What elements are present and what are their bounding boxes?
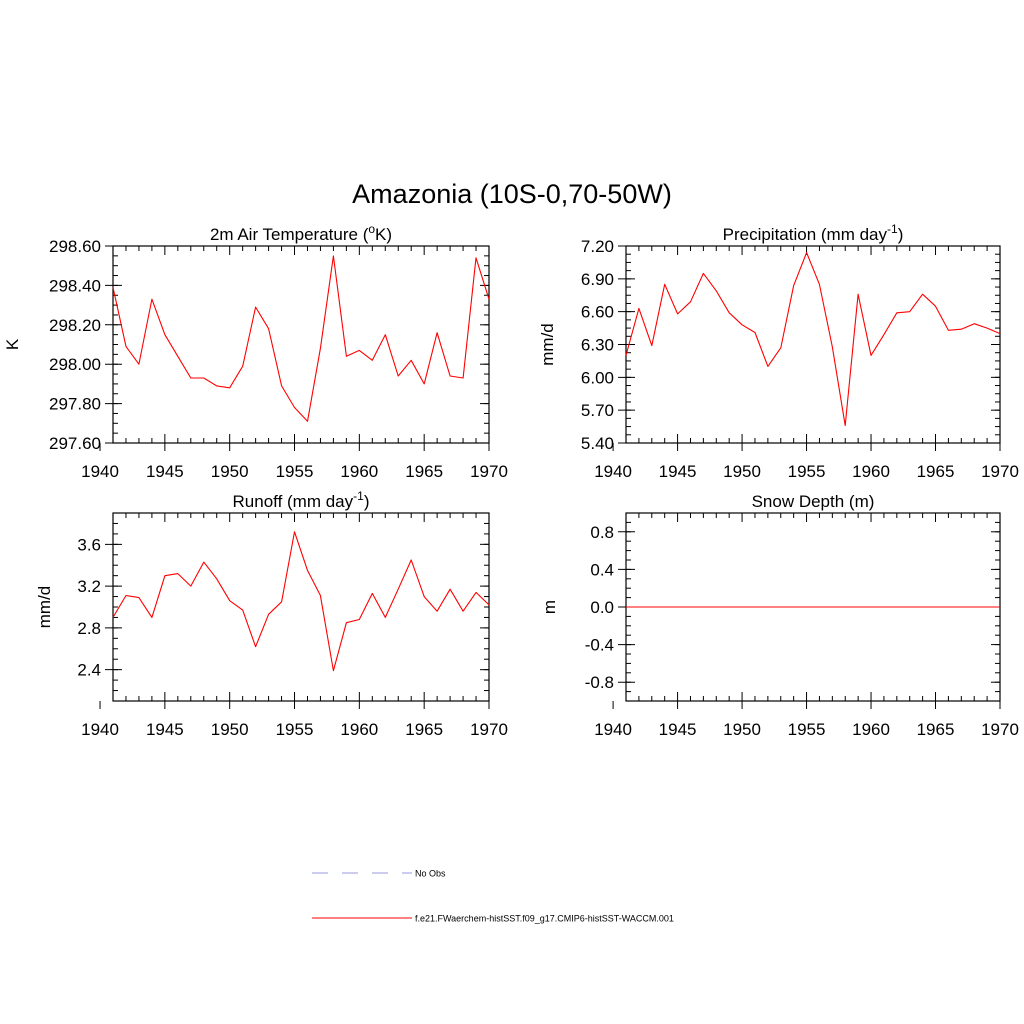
y-tick-label: 6.60 (581, 303, 614, 322)
y-axis-label: K (3, 338, 22, 350)
y-tick-label: 3.2 (77, 577, 101, 596)
x-tick-label: 1965 (917, 462, 955, 481)
x-tick-label: 1960 (340, 720, 378, 739)
y-tick-label: 5.70 (581, 401, 614, 420)
panel-1: 2m Air Temperature (oK) K 1940 1945 1950 1955… (3, 222, 508, 481)
y-tick-label: 3.6 (77, 535, 101, 554)
y-tick-label: 2.8 (77, 619, 101, 638)
legend-label: f.e21.FWaerchem-histSST.f09_g17.CMIP6-hi… (415, 914, 674, 924)
y-tick-label: 6.90 (581, 270, 614, 289)
x-tick-label: 1940 (81, 462, 119, 481)
y-tick-label: 0.8 (590, 523, 614, 542)
panel-3: Runoff (mm day-1) mm/d 1940 1945 1950 1955 196… (35, 489, 508, 739)
legend-item: f.e21.FWaerchem-histSST.f09_g17.CMIP6-hi… (312, 914, 674, 924)
y-axis-label: mm/d (35, 586, 54, 629)
panels: 2m Air Temperature (oK) K 1940 1945 1950 1955… (3, 222, 1019, 739)
y-tick-label: 7.20 (581, 237, 614, 256)
x-tick-label: 1970 (981, 720, 1019, 739)
panel-title-suffix: K) (375, 225, 392, 244)
series-line (112, 531, 490, 672)
series-line (625, 252, 1001, 427)
x-tick-label: 1960 (340, 462, 378, 481)
x-tick-label: 1955 (788, 462, 826, 481)
x-tick-label: 1960 (852, 720, 890, 739)
y-tick-label: 5.40 (581, 434, 614, 453)
y-tick-label: 297.80 (49, 395, 101, 414)
x-tick-label: 1950 (723, 462, 761, 481)
x-tick-label: 1945 (146, 720, 184, 739)
panel-title-text: Runoff (mm day (233, 492, 354, 511)
y-tick-label: 298.20 (49, 316, 101, 335)
figure-title: Amazonia (10S-0,70-50W) (352, 179, 672, 209)
panel-2: Precipitation (mm day-1) mm/d 1940 1945 1950… (538, 222, 1019, 481)
x-tick-label: 1945 (659, 462, 697, 481)
legend-item: No Obs (312, 869, 446, 879)
plot-frame (112, 245, 490, 444)
y-tick-label: 298.40 (49, 276, 101, 295)
x-tick-label: 1970 (981, 462, 1019, 481)
panel-title-suffix: ) (364, 492, 370, 511)
panel-title-text: 2m Air Temperature ( (210, 225, 369, 244)
x-tick-label: 1955 (788, 720, 826, 739)
x-tick-label: 1940 (81, 720, 119, 739)
x-tick-label: 1940 (594, 462, 632, 481)
x-tick-label: 1970 (470, 720, 508, 739)
y-tick-label: 298.00 (49, 355, 101, 374)
panel-title-suffix: ) (898, 225, 904, 244)
x-tick-label: 1960 (852, 462, 890, 481)
x-tick-label: 1945 (146, 462, 184, 481)
x-tick-label: 1965 (405, 462, 443, 481)
plot-frame (625, 245, 1001, 444)
legend-label: No Obs (415, 869, 446, 879)
plot-frame (112, 512, 490, 702)
legend: No Obs f.e21.FWaerchem-histSST.f09_g17.CM… (312, 869, 674, 924)
panel-title: 2m Air Temperature (oK) (210, 222, 392, 244)
panel-title-sup: -1 (887, 222, 898, 236)
x-tick-label: 1950 (723, 720, 761, 739)
panel-title: Snow Depth (m) (752, 492, 875, 511)
x-tick-label: 1955 (276, 720, 314, 739)
y-tick-label: 298.60 (49, 237, 101, 256)
panel-4: Snow Depth (m) m 1940 1945 1950 1955 1960 1965 1… (540, 492, 1019, 739)
y-tick-label: 0.0 (590, 598, 614, 617)
y-tick-label: 297.60 (49, 434, 101, 453)
panel-title: Runoff (mm day-1) (233, 489, 370, 511)
x-tick-label: 1945 (659, 720, 697, 739)
panel-title-text: Snow Depth (m) (752, 492, 875, 511)
x-tick-label: 1970 (470, 462, 508, 481)
panel-title-sup: -1 (353, 489, 364, 503)
y-axis-label: mm/d (538, 323, 557, 366)
x-tick-label: 1965 (405, 720, 443, 739)
y-tick-label: 2.4 (77, 661, 101, 680)
y-tick-label: -0.4 (585, 636, 614, 655)
x-tick-label: 1940 (594, 720, 632, 739)
panel-title-sup: o (368, 222, 375, 236)
x-tick-label: 1955 (276, 462, 314, 481)
x-tick-label: 1950 (211, 720, 249, 739)
y-tick-label: 6.30 (581, 336, 614, 355)
x-tick-label: 1950 (211, 462, 249, 481)
y-tick-label: -0.8 (585, 673, 614, 692)
panel-title: Precipitation (mm day-1) (723, 222, 904, 244)
y-axis-label: m (540, 600, 559, 614)
x-tick-label: 1965 (917, 720, 955, 739)
y-tick-label: 0.4 (590, 560, 614, 579)
series-line (112, 255, 490, 422)
panel-title-text: Precipitation (mm day (723, 225, 888, 244)
y-tick-label: 6.00 (581, 368, 614, 387)
